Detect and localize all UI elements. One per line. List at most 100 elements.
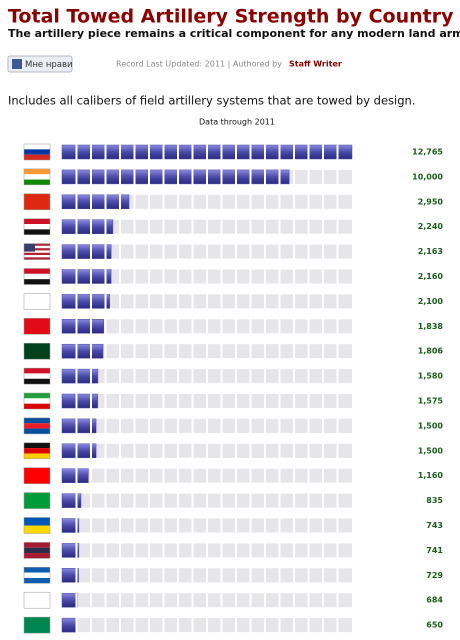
value-label: 741: [426, 546, 443, 555]
like-button[interactable]: Мне нрави: [25, 60, 73, 70]
flag: [24, 318, 50, 335]
flag: [24, 592, 50, 609]
flag-border: [23, 268, 51, 285]
subtitle: The artillery piece remains a critical c…: [8, 27, 460, 40]
flag-border: [23, 218, 51, 235]
bar: [61, 443, 97, 459]
bar: [61, 568, 79, 583]
flag-border: [23, 591, 51, 609]
bar: [61, 294, 110, 309]
bar: [61, 194, 130, 210]
bar-rows: 12,765 10,000 2,950 2,240 2,163 2,160 2,100 1,8…: [23, 143, 444, 634]
flag-stripe: [24, 273, 50, 280]
flag: [24, 492, 50, 509]
value-label: 650: [426, 621, 443, 630]
value-label: 2,240: [418, 222, 444, 231]
value-label: 684: [426, 596, 443, 605]
flag-stripe: [24, 268, 50, 274]
description: Includes all calibers of field artillery…: [8, 94, 416, 108]
flag-border: [23, 542, 51, 559]
flag-border: [23, 517, 51, 534]
value-label: 1,160: [418, 471, 444, 480]
flag-border: [23, 342, 51, 360]
flag-stripe: [24, 243, 50, 246]
flag: [24, 617, 50, 634]
flag-stripe: [24, 229, 50, 235]
flag-border: [23, 567, 51, 584]
flag-canton: [24, 243, 35, 252]
flag: [24, 293, 50, 310]
bar: [61, 169, 290, 185]
flag-stripe: [24, 442, 50, 449]
flag-border: [23, 193, 51, 211]
flag-border: [23, 143, 51, 161]
flag-stripe: [24, 378, 50, 385]
value-label: 2,160: [418, 272, 444, 281]
title: Total Towed Artillery Strength by Countr…: [8, 6, 454, 28]
flag-stripe: [24, 428, 50, 434]
flag-stripe: [24, 179, 50, 185]
bar: [61, 468, 89, 483]
flag: [24, 343, 50, 360]
bar: [61, 543, 80, 558]
flag-stripe: [24, 577, 50, 584]
flag-border: [23, 392, 51, 410]
flag-border: [23, 417, 51, 435]
bar: [61, 418, 97, 434]
value-label: 1,500: [418, 421, 444, 430]
flag-stripe: [24, 542, 50, 548]
value-label: 729: [426, 571, 443, 580]
flag-border: [23, 492, 51, 509]
flag-border: [23, 442, 51, 460]
bar: [61, 393, 99, 409]
flag-stripe: [24, 517, 50, 526]
bar: [61, 368, 99, 384]
author[interactable]: Staff Writer: [289, 60, 342, 69]
flag-stripe: [24, 393, 50, 399]
flag-stripe: [24, 403, 50, 409]
bar: [61, 617, 78, 633]
note: Data through 2011: [199, 118, 275, 127]
bar: [61, 269, 112, 284]
flag-stripe: [24, 245, 50, 249]
value-label: 835: [426, 496, 443, 505]
flag-stripe: [24, 149, 50, 155]
value-label: 1,806: [418, 347, 444, 356]
flag-stripe: [24, 453, 50, 459]
flag-stripe: [24, 448, 50, 454]
flag-border: [23, 243, 51, 260]
flag-stripe: [24, 547, 50, 554]
flag-border: [23, 367, 51, 385]
value-label: 2,163: [418, 247, 443, 256]
bar: [61, 319, 105, 334]
value-label: 743: [426, 521, 443, 530]
flag-stripe: [24, 224, 50, 230]
flag-border: [23, 168, 51, 186]
flag-border: [23, 318, 51, 335]
flag-stripe: [24, 279, 50, 285]
flag-stripe: [24, 567, 50, 573]
bar: [61, 219, 114, 234]
like-button-box[interactable]: [7, 55, 73, 73]
flag-border: [23, 293, 51, 310]
value-label: 1,500: [418, 446, 444, 455]
flag-stripe: [24, 144, 50, 150]
value-label: 1,838: [418, 322, 444, 331]
flag-border: [23, 616, 51, 634]
flag: [24, 193, 50, 210]
flag-stripe: [24, 248, 50, 251]
record-text: Record Last Updated: 2011 | Authored by: [116, 60, 282, 69]
bar: [61, 518, 80, 533]
flag-stripe: [24, 250, 50, 253]
flag-stripe: [24, 252, 50, 256]
flag-stripe: [24, 417, 50, 424]
value-label: 2,950: [418, 197, 444, 206]
flag-stripe: [24, 154, 50, 160]
flag-stripe: [24, 168, 50, 175]
flag-stripe: [24, 174, 50, 180]
value-label: 12,765: [412, 148, 443, 157]
value-label: 1,575: [418, 397, 444, 406]
flag-stripe: [24, 398, 50, 404]
value-label: 10,000: [412, 172, 443, 181]
